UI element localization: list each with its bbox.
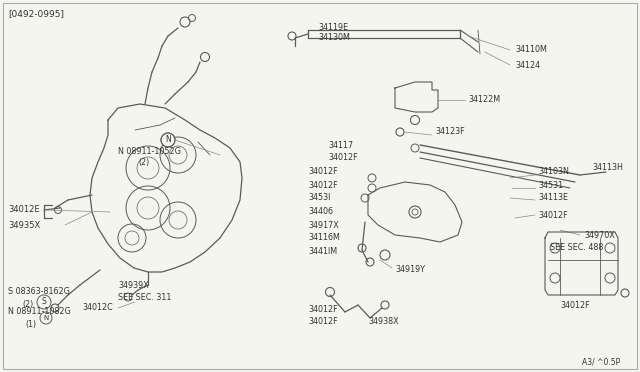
- Circle shape: [161, 133, 175, 147]
- Text: 34970X: 34970X: [584, 231, 615, 240]
- Text: 34935X: 34935X: [8, 221, 40, 230]
- Circle shape: [40, 312, 52, 324]
- Text: 34012E: 34012E: [8, 205, 40, 215]
- Text: 34012F: 34012F: [560, 301, 589, 310]
- Text: 34012F: 34012F: [328, 154, 358, 163]
- Text: 34110M: 34110M: [515, 45, 547, 55]
- Text: (1): (1): [25, 321, 36, 330]
- Text: 34103N: 34103N: [538, 167, 569, 176]
- Text: 34938X: 34938X: [368, 317, 399, 327]
- Text: 34124: 34124: [515, 61, 540, 70]
- Text: 34116M: 34116M: [308, 234, 340, 243]
- Text: 34406: 34406: [308, 206, 333, 215]
- Text: 34130M: 34130M: [318, 33, 350, 42]
- Text: S: S: [42, 298, 46, 307]
- Text: S 08363-8162G: S 08363-8162G: [8, 288, 70, 296]
- Text: N 08911-1082G: N 08911-1082G: [8, 308, 71, 317]
- Text: 34012F: 34012F: [308, 305, 338, 314]
- Text: 3453I: 3453I: [308, 193, 330, 202]
- Text: 34012F: 34012F: [308, 317, 338, 327]
- Text: 34119E: 34119E: [318, 23, 348, 32]
- Text: 34012F: 34012F: [538, 211, 568, 219]
- Text: N 08911-1052G: N 08911-1052G: [118, 148, 181, 157]
- Text: SEE SEC. 311: SEE SEC. 311: [118, 294, 172, 302]
- Text: A3/ ^0.5P: A3/ ^0.5P: [582, 357, 620, 366]
- Text: 34939X: 34939X: [118, 280, 148, 289]
- Text: 34012F: 34012F: [308, 180, 338, 189]
- Text: 34531: 34531: [538, 180, 563, 189]
- Text: 34122M: 34122M: [468, 96, 500, 105]
- Text: 34113H: 34113H: [592, 164, 623, 173]
- Text: 34917X: 34917X: [308, 221, 339, 230]
- Text: N: N: [44, 315, 49, 321]
- Text: 34123F: 34123F: [435, 128, 465, 137]
- Text: 34113E: 34113E: [538, 193, 568, 202]
- Text: [0492-0995]: [0492-0995]: [8, 10, 64, 19]
- Text: 34117: 34117: [328, 141, 353, 150]
- Text: 34919Y: 34919Y: [395, 266, 425, 275]
- Text: (2): (2): [22, 301, 33, 310]
- Text: SEE SEC. 488: SEE SEC. 488: [550, 244, 604, 253]
- Text: N: N: [165, 135, 171, 144]
- Text: 34012F: 34012F: [308, 167, 338, 176]
- Text: 34012C: 34012C: [82, 304, 113, 312]
- Text: (2): (2): [138, 158, 149, 167]
- Circle shape: [37, 295, 51, 309]
- Text: 3441IM: 3441IM: [308, 247, 337, 257]
